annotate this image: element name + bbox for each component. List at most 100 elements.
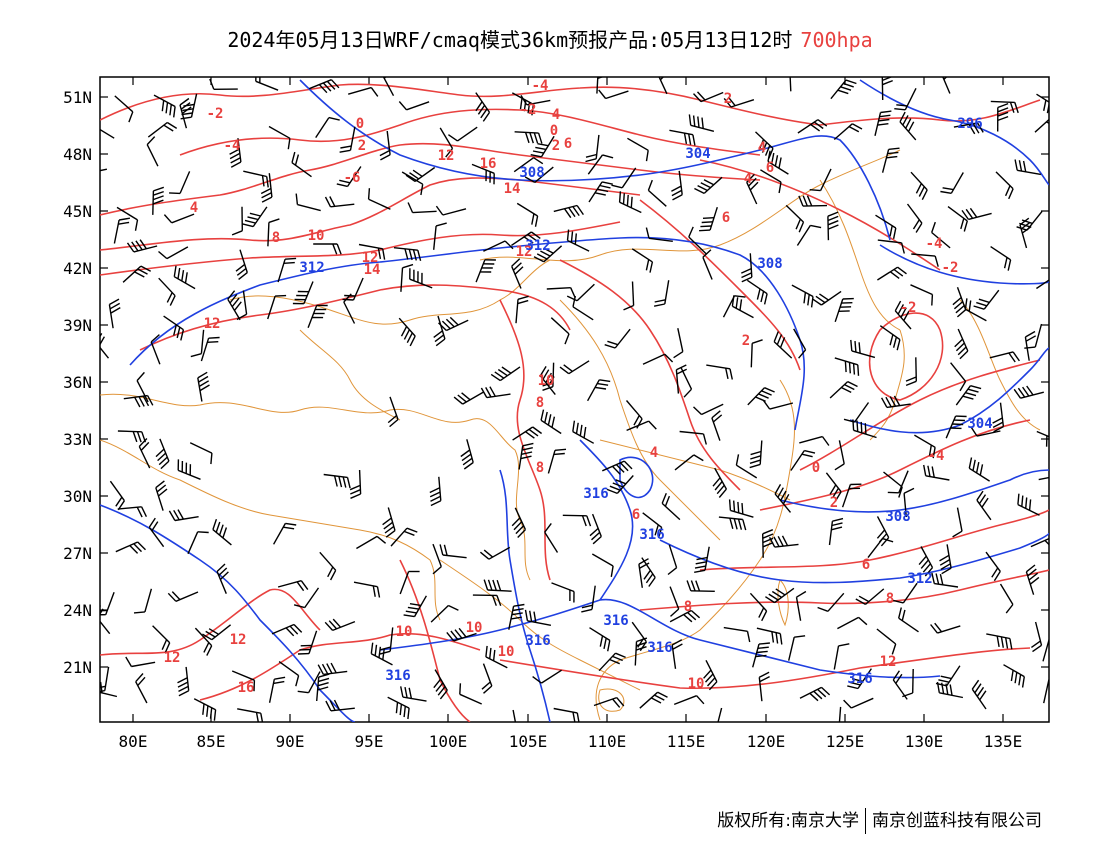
height-contour [779, 469, 1049, 513]
wind-barb-shaft [433, 225, 437, 250]
wind-barb-feather [407, 202, 414, 213]
wind-barb-feather [607, 640, 611, 652]
wind-barb-feather [941, 567, 952, 575]
wind-barb-feather [458, 627, 467, 638]
wind-barb-feather [856, 420, 859, 432]
wind-barb-feather [889, 225, 893, 237]
wind-barb-feather [407, 606, 419, 610]
wind-barb-feather [409, 335, 416, 347]
wind-barb-feather [889, 334, 894, 346]
wind-barb-feather [693, 454, 704, 462]
wind-barb-feather [317, 664, 325, 675]
wind-barb-feather [382, 248, 386, 260]
wind-barb-feather [332, 243, 338, 255]
wind-barb-feather [260, 187, 272, 195]
wind-barb-feather [953, 301, 964, 310]
wind-barb-feather [849, 681, 861, 686]
lon-label: 110E [588, 732, 627, 751]
wind-barb-feather [157, 488, 168, 497]
wind-barb-feather [166, 121, 178, 129]
wind-barb-feather [638, 558, 649, 565]
wind-barb-feather [1046, 121, 1049, 125]
wind-barb-feather [532, 426, 543, 435]
wind-barb-feather [1021, 495, 1024, 507]
wind-barb-feather [599, 635, 604, 647]
wind-barb-feather [205, 630, 216, 638]
footer-separator [865, 808, 866, 834]
wind-barb-feather [670, 608, 680, 617]
wind-barb-feather [1021, 676, 1025, 688]
wind-barb-feather [879, 114, 891, 118]
wind-barb-feather [437, 686, 446, 696]
wind-barb-shaft [166, 246, 189, 260]
wind-barb-feather [970, 426, 978, 437]
wind-barb-feather [934, 255, 939, 267]
wind-barb-feather [329, 700, 336, 711]
wind-barb-feather [876, 529, 886, 539]
wind-barb-feather [496, 595, 502, 607]
height-label: 304 [685, 146, 710, 162]
wind-barb-feather [997, 111, 1009, 117]
wind-barb-feather [389, 418, 399, 428]
wind-barb-feather [702, 433, 707, 445]
wind-barb-feather [880, 397, 888, 408]
wind-barb-feather [712, 477, 721, 487]
wind-barb-feather [438, 322, 447, 332]
wind-barb-feather [905, 376, 917, 382]
wind-barb-feather [796, 590, 807, 598]
wind-barb-feather [700, 225, 712, 228]
wind-barb-feather [100, 117, 101, 119]
wind-barb-feather [86, 163, 92, 172]
wind-barb-feather [893, 268, 904, 277]
wind-barb-feather [939, 573, 944, 585]
wind-barb-feather [491, 595, 497, 606]
wind-barb-feather [635, 646, 647, 651]
wind-barb-feather [435, 682, 444, 692]
wind-barb-feather [920, 559, 929, 569]
wind-barb-feather [741, 276, 753, 283]
wind-barb-feather [758, 393, 769, 399]
wind-barb-feather [492, 579, 497, 591]
isotherm-label: 10 [538, 373, 555, 389]
wind-barb-feather [751, 339, 763, 344]
isotherm-label: 2 [742, 333, 750, 349]
wind-barb-shaft [534, 166, 554, 183]
wind-barb-shaft [546, 287, 571, 290]
wind-barb-feather [889, 271, 900, 279]
wind-barb-feather [645, 227, 650, 239]
wind-barb-feather [843, 699, 852, 709]
wind-barb-shaft [679, 430, 704, 435]
wind-barb-feather [376, 535, 387, 544]
wind-barb-feather [586, 515, 592, 527]
wind-barb-feather [688, 133, 692, 145]
wind-barb-feather [1014, 159, 1018, 171]
wind-barb-feather [342, 476, 347, 488]
wind-barb-shaft [189, 442, 213, 454]
wind-barb-feather [110, 306, 121, 314]
wind-barb-feather [318, 673, 330, 678]
wind-barb-feather [942, 187, 954, 191]
wind-barb-feather [168, 510, 176, 521]
wind-barb-feather [131, 241, 139, 252]
wind-barb-feather [645, 259, 650, 271]
height-label: 316 [639, 527, 664, 543]
wind-barb-feather [179, 97, 190, 106]
wind-barb-shaft [950, 362, 967, 382]
wind-barb-feather [1025, 330, 1036, 338]
wind-barb-feather [694, 187, 705, 195]
wind-barb-feather [148, 517, 156, 528]
isotherm-label: 4 [552, 107, 560, 123]
wind-barb-feather [169, 192, 181, 195]
wind-barb-feather [576, 712, 580, 722]
wind-barb-feather [82, 164, 88, 173]
latitude-labels: 51N 48N 45N 42N 39N 36N 33N 30N 27N 24N 21N [63, 88, 92, 677]
isotherm-label: -4 [224, 138, 241, 154]
wind-barb-feather [350, 489, 361, 495]
wind-barb-feather [695, 580, 701, 592]
wind-barb-feather [463, 461, 474, 470]
wind-barb-feather [457, 394, 467, 403]
wind-barb-feather [511, 258, 521, 267]
wind-barb-feather [648, 420, 657, 430]
wind-barb-feather [382, 66, 389, 74]
wind-barb-feather [626, 194, 629, 207]
